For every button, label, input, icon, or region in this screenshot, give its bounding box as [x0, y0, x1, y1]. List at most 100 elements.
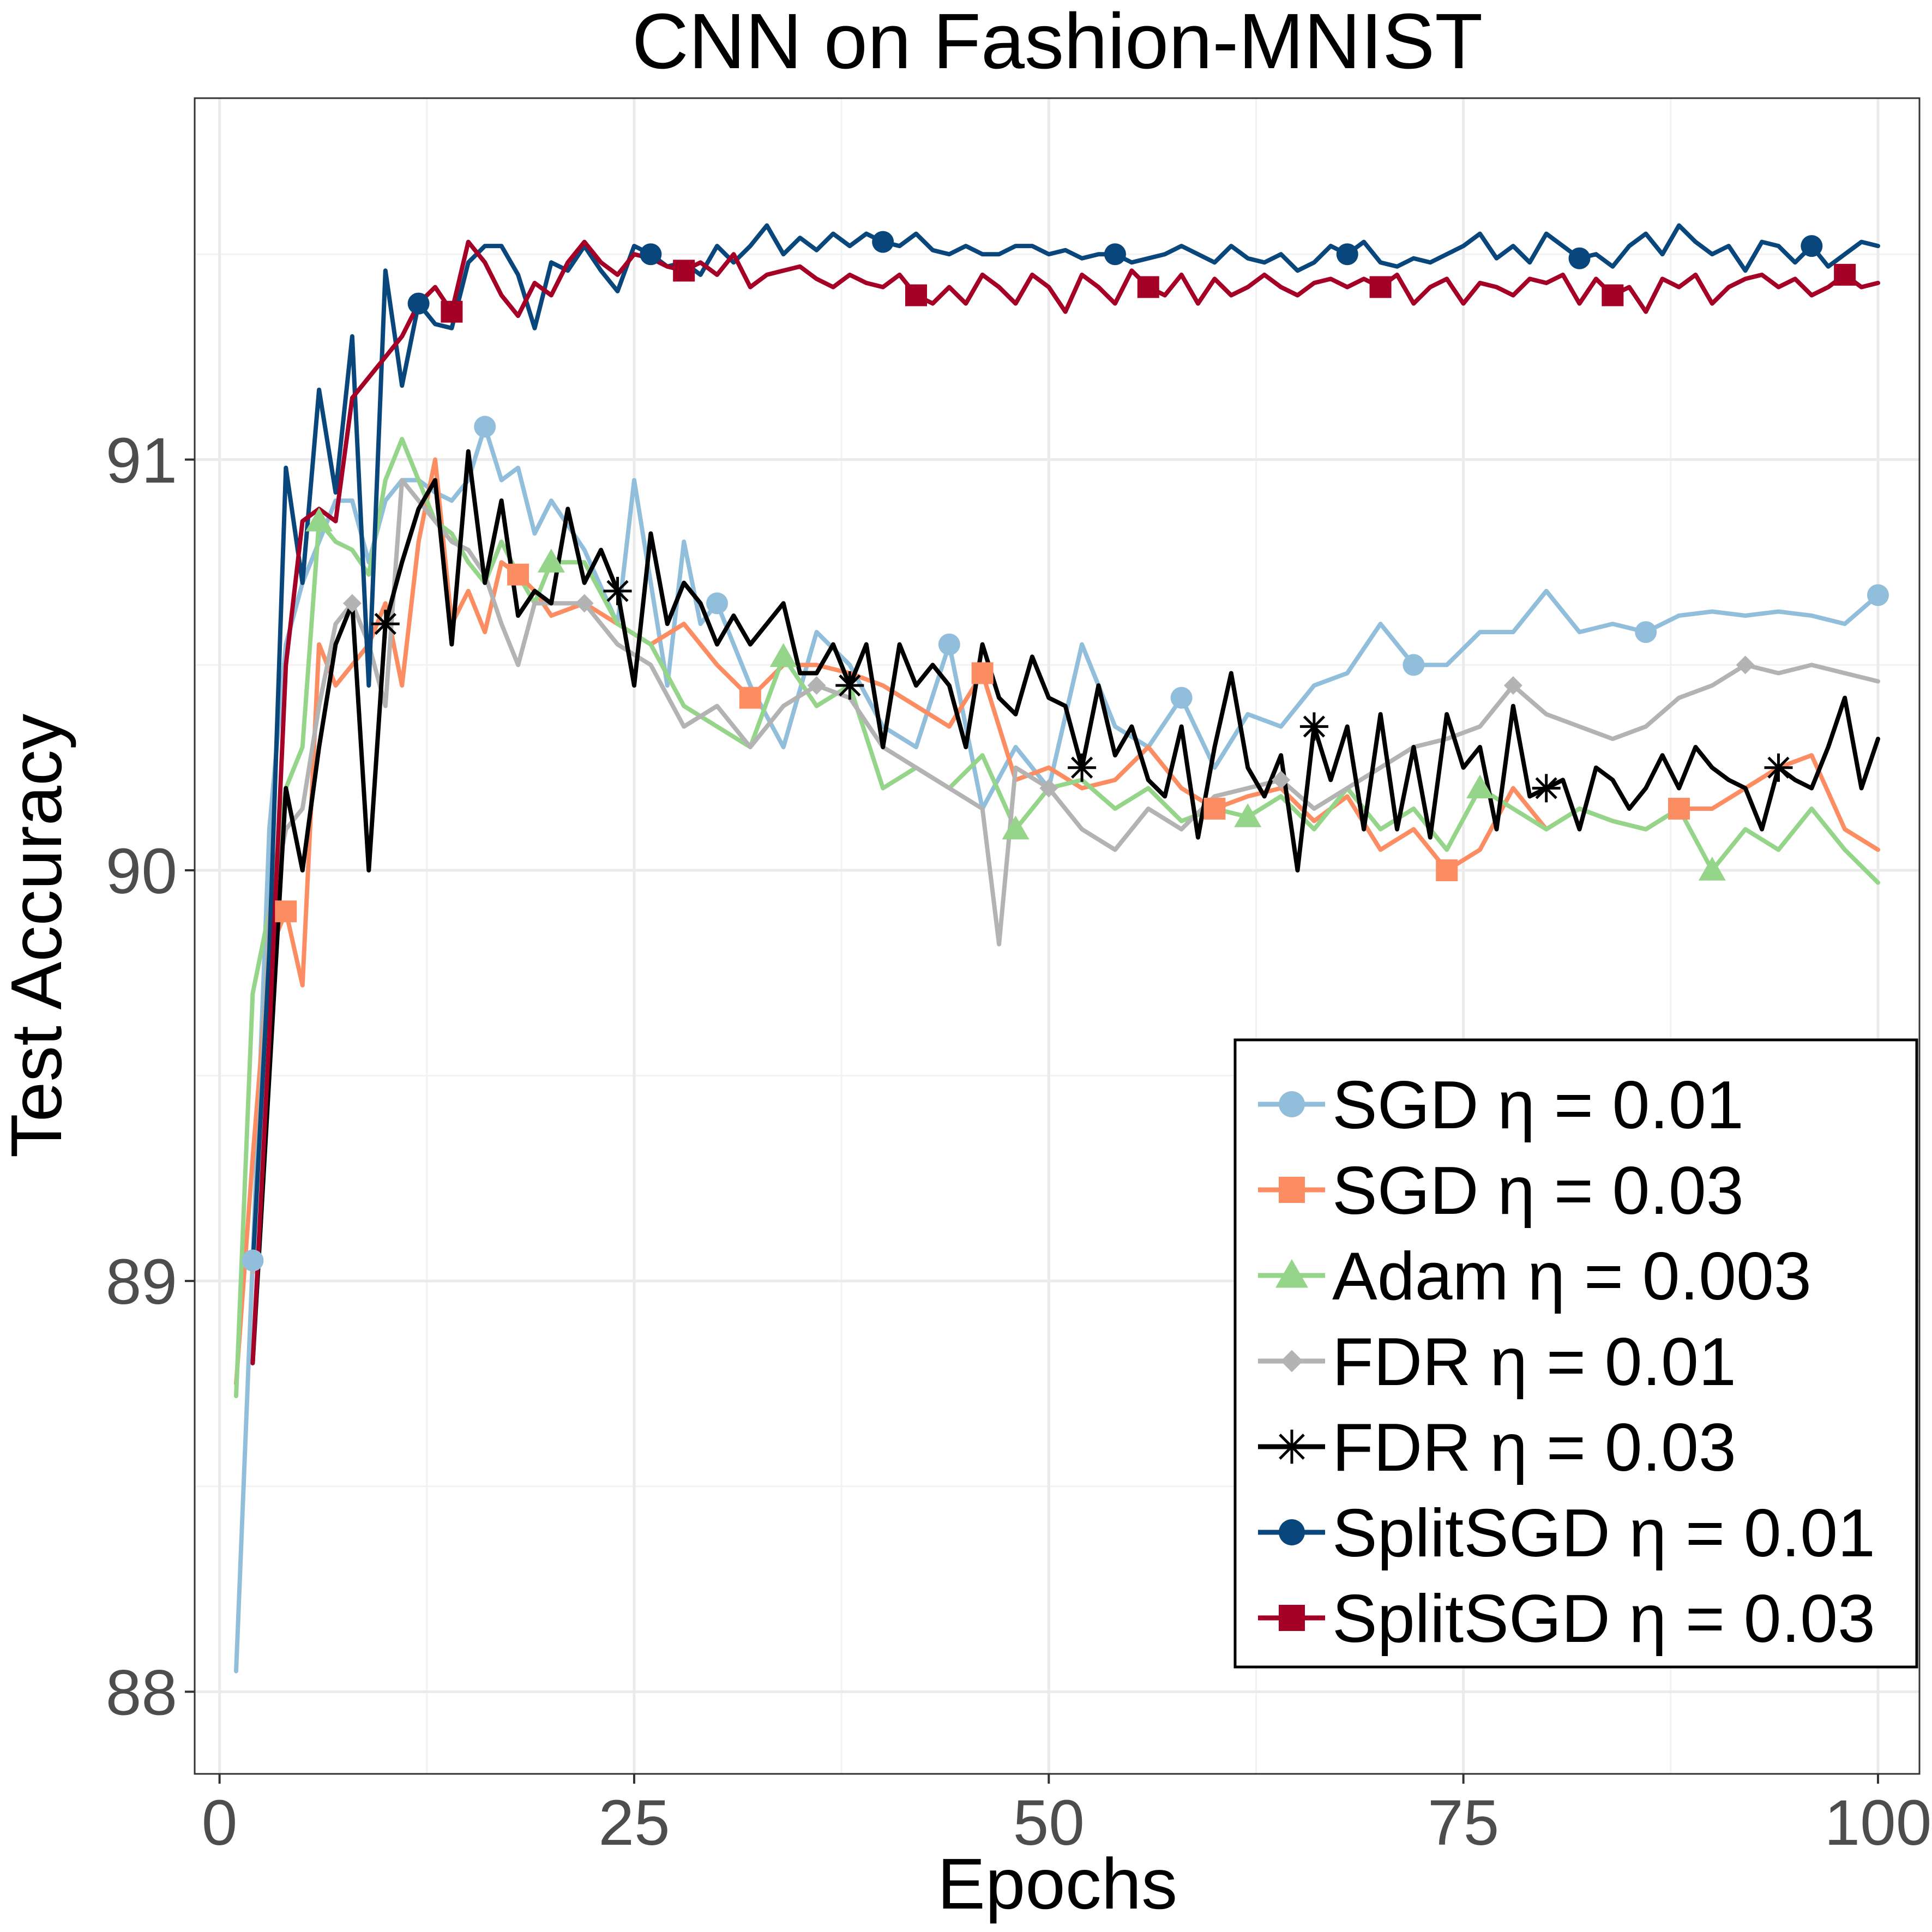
legend-label: SplitSGD η = 0.03: [1332, 1581, 1875, 1657]
series-marker-2: [1203, 798, 1226, 820]
series-marker-6: [872, 231, 894, 253]
legend-box: [1233, 1038, 1918, 1669]
series-marker-7: [1834, 263, 1856, 286]
legend-marker: [1275, 1259, 1308, 1288]
series-marker-5: [1532, 774, 1561, 803]
series-marker-3: [1234, 803, 1262, 827]
series-markers: [242, 231, 1889, 1272]
series-marker-7: [673, 260, 695, 282]
series-markers-2: [275, 563, 1690, 923]
series-marker-4: [342, 594, 362, 613]
series-marker-4: [575, 594, 594, 613]
legend-label: SplitSGD η = 0.01: [1332, 1496, 1875, 1571]
y-axis-ticks: 88 89 90 91: [106, 425, 195, 1729]
series-marker-7: [905, 284, 927, 306]
grid: [195, 98, 1919, 1774]
series-marker-6: [1801, 235, 1823, 257]
legend-label: SGD η = 0.01: [1332, 1068, 1744, 1143]
series-markers-5: [371, 576, 1793, 803]
legend-marker: [1279, 1519, 1305, 1545]
series-marker-4: [807, 676, 826, 695]
series-markers-3: [305, 507, 1726, 881]
legend-item: SplitSGD η = 0.01: [1258, 1496, 1875, 1571]
series-marker-3: [1002, 815, 1030, 840]
legend-item: SGD η = 0.01: [1258, 1068, 1744, 1143]
legend-item: Adam η = 0.003: [1258, 1239, 1811, 1314]
series-marker-5: [1068, 753, 1097, 782]
series-marker-7: [1369, 276, 1392, 298]
series-marker-6: [407, 292, 430, 315]
series-marker-7: [441, 300, 463, 323]
series-marker-1: [1170, 687, 1193, 709]
series-marker-6: [1104, 243, 1126, 266]
series-marker-1: [1635, 621, 1657, 643]
series-marker-6: [1336, 243, 1358, 266]
series-marker-4: [1039, 779, 1058, 798]
x-axis-title: Epochs: [937, 1844, 1177, 1924]
series-marker-1: [1867, 584, 1889, 606]
y-tick-label: 90: [106, 835, 177, 907]
series-marker-3: [537, 549, 565, 573]
x-tick-label: 0: [202, 1787, 238, 1859]
series-markers-7: [441, 260, 1856, 323]
series-marker-4: [1272, 771, 1291, 790]
chart-title: CNN on Fashion-MNIST: [632, 0, 1483, 85]
x-tick-label: 75: [1428, 1787, 1499, 1859]
legend-label: Adam η = 0.003: [1332, 1239, 1811, 1314]
series-marker-2: [971, 662, 994, 684]
series-marker-5: [371, 610, 400, 639]
series-marker-7: [1137, 276, 1159, 298]
series-marker-6: [1568, 247, 1591, 269]
legend-label: FDR η = 0.01: [1332, 1325, 1736, 1400]
series-marker-4: [1503, 676, 1522, 695]
legend-item: FDR η = 0.03: [1258, 1410, 1736, 1485]
legend-marker: [1279, 1605, 1305, 1631]
series-line-5: [250, 449, 1880, 1365]
series-marker-5: [1764, 753, 1793, 782]
legend-item: SGD η = 0.03: [1258, 1153, 1744, 1229]
series-marker-3: [1466, 774, 1494, 799]
series-marker-5: [835, 671, 864, 700]
series-marker-1: [706, 592, 729, 615]
series-marker-2: [1436, 859, 1458, 881]
series-marker-5: [1299, 712, 1328, 741]
x-tick-label: 25: [598, 1787, 670, 1859]
series-lines: [234, 223, 1880, 1674]
series-marker-2: [507, 563, 529, 586]
series-marker-7: [1602, 284, 1624, 306]
legend-marker: [1280, 1350, 1303, 1373]
series-markers-1: [242, 416, 1889, 1272]
x-axis-ticks: 0 25 50 75 100: [202, 1774, 1932, 1859]
series-marker-5: [603, 576, 632, 605]
series-marker-3: [305, 507, 333, 532]
series-marker-1: [474, 416, 496, 438]
series-line-1: [234, 424, 1880, 1674]
legend-item: SplitSGD η = 0.03: [1258, 1581, 1875, 1657]
series-marker-1: [242, 1249, 264, 1272]
x-tick-label: 50: [1013, 1787, 1085, 1859]
series-line-3: [234, 437, 1880, 1399]
series-marker-3: [769, 643, 797, 667]
series-marker-2: [275, 900, 297, 923]
series-marker-3: [1698, 856, 1726, 881]
y-tick-label: 91: [106, 425, 177, 497]
series-marker-4: [1736, 655, 1755, 675]
series-marker-6: [640, 243, 662, 266]
legend-label: FDR η = 0.03: [1332, 1410, 1736, 1485]
series-markers-4: [342, 594, 1755, 798]
series-markers-6: [407, 231, 1823, 315]
legend-item: FDR η = 0.01: [1258, 1325, 1736, 1400]
y-tick-label: 88: [106, 1657, 177, 1729]
legend: SGD η = 0.01 SGD η = 0.03 Adam η = 0.003 FD…: [1233, 1038, 1918, 1669]
legend-marker: [1279, 1177, 1305, 1203]
legend-label: SGD η = 0.03: [1332, 1153, 1744, 1229]
series-marker-2: [739, 687, 761, 709]
series-marker-2: [1668, 798, 1690, 820]
y-tick-label: 89: [106, 1246, 177, 1318]
plot-panel-border: [194, 97, 1921, 1775]
legend-marker: [1279, 1091, 1305, 1117]
legend-marker: [1274, 1429, 1309, 1464]
x-tick-label: 100: [1825, 1787, 1932, 1859]
series-marker-1: [1403, 654, 1425, 676]
